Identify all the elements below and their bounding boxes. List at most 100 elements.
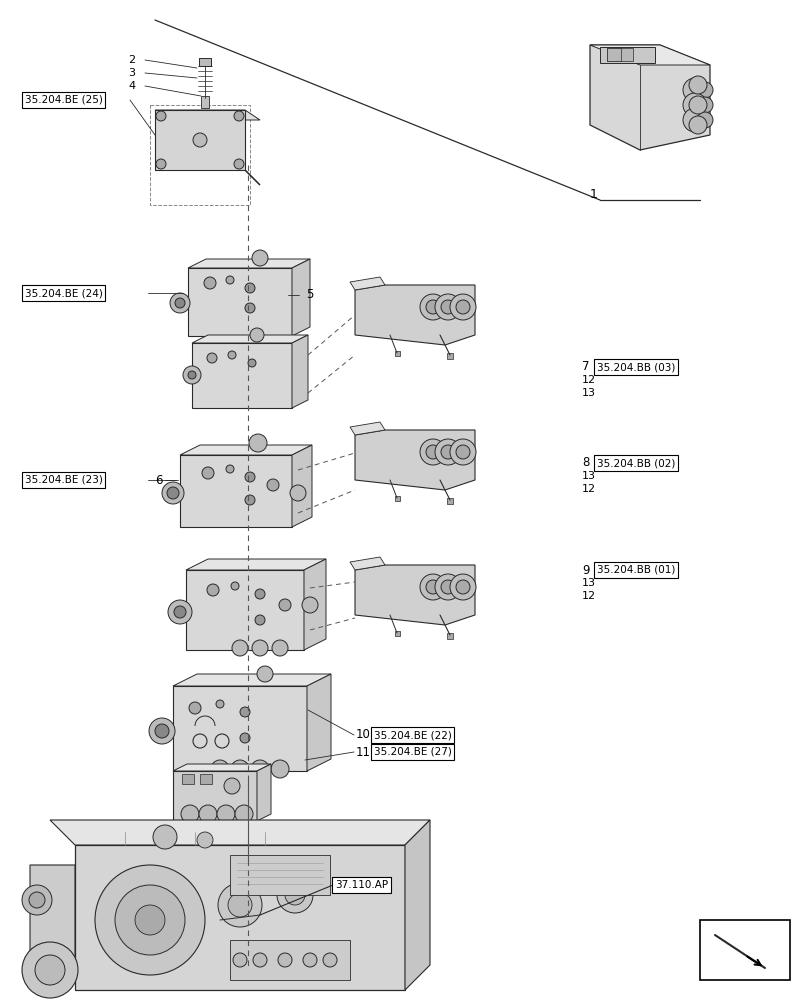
Circle shape: [682, 108, 706, 132]
Circle shape: [419, 439, 445, 465]
Polygon shape: [307, 674, 331, 771]
Circle shape: [169, 293, 190, 313]
Circle shape: [456, 445, 470, 459]
Text: 12: 12: [581, 591, 595, 601]
Circle shape: [435, 574, 461, 600]
Polygon shape: [292, 445, 311, 527]
Bar: [599, 47, 654, 63]
Circle shape: [232, 640, 247, 656]
Polygon shape: [303, 559, 325, 650]
Circle shape: [426, 445, 440, 459]
Circle shape: [682, 78, 706, 102]
Text: 13: 13: [581, 578, 595, 588]
Circle shape: [696, 97, 712, 113]
Circle shape: [193, 133, 207, 147]
Circle shape: [199, 805, 217, 823]
Polygon shape: [191, 335, 307, 343]
Circle shape: [689, 116, 706, 134]
Circle shape: [234, 159, 243, 169]
Circle shape: [175, 298, 185, 308]
Circle shape: [435, 439, 461, 465]
Circle shape: [174, 606, 186, 618]
Polygon shape: [30, 865, 75, 977]
Circle shape: [162, 482, 184, 504]
Circle shape: [440, 300, 454, 314]
Circle shape: [277, 877, 312, 913]
Text: 35.204.BE (22): 35.204.BE (22): [374, 730, 451, 740]
Circle shape: [689, 96, 706, 114]
Circle shape: [419, 294, 445, 320]
Text: 8: 8: [581, 456, 589, 470]
Circle shape: [251, 760, 268, 778]
Circle shape: [449, 294, 475, 320]
Circle shape: [230, 760, 249, 778]
Text: 35.204.BE (25): 35.204.BE (25): [25, 95, 103, 105]
Circle shape: [168, 600, 191, 624]
Text: 12: 12: [581, 484, 595, 494]
Circle shape: [682, 93, 706, 117]
Circle shape: [250, 328, 264, 342]
Polygon shape: [186, 570, 303, 650]
Circle shape: [251, 640, 268, 656]
Text: 35.204.BB (01): 35.204.BB (01): [596, 565, 675, 575]
Bar: [699, 920, 789, 980]
Circle shape: [689, 76, 706, 94]
Circle shape: [249, 434, 267, 452]
Circle shape: [155, 724, 169, 738]
Circle shape: [440, 580, 454, 594]
Polygon shape: [188, 259, 310, 268]
Bar: [394, 631, 400, 636]
Circle shape: [255, 589, 264, 599]
Circle shape: [29, 892, 45, 908]
Circle shape: [245, 283, 255, 293]
Circle shape: [156, 111, 165, 121]
Text: 13: 13: [581, 388, 595, 398]
Bar: [201, 96, 208, 108]
Circle shape: [426, 300, 440, 314]
Circle shape: [240, 707, 250, 717]
Text: 6: 6: [155, 474, 162, 487]
Polygon shape: [155, 170, 260, 185]
Polygon shape: [257, 764, 271, 821]
Circle shape: [302, 597, 318, 613]
Text: 4: 4: [128, 81, 135, 91]
Circle shape: [95, 865, 204, 975]
Circle shape: [696, 112, 712, 128]
Circle shape: [247, 359, 255, 367]
Circle shape: [22, 885, 52, 915]
Polygon shape: [186, 559, 325, 570]
Circle shape: [211, 760, 229, 778]
Circle shape: [204, 277, 216, 289]
Circle shape: [225, 465, 234, 473]
Text: 35.204.BB (02): 35.204.BB (02): [596, 458, 675, 468]
Circle shape: [435, 294, 461, 320]
Polygon shape: [350, 277, 384, 290]
Circle shape: [228, 893, 251, 917]
Circle shape: [115, 885, 185, 955]
Circle shape: [217, 805, 234, 823]
Text: 12: 12: [581, 375, 595, 385]
Circle shape: [696, 82, 712, 98]
Circle shape: [234, 805, 253, 823]
Bar: [394, 351, 400, 356]
Bar: [446, 498, 453, 504]
Text: 1: 1: [590, 188, 597, 202]
Circle shape: [257, 666, 272, 682]
Circle shape: [35, 955, 65, 985]
Circle shape: [181, 805, 199, 823]
Circle shape: [230, 582, 238, 590]
Circle shape: [167, 487, 178, 499]
Polygon shape: [180, 445, 311, 455]
Polygon shape: [173, 771, 257, 821]
Circle shape: [419, 574, 445, 600]
Polygon shape: [191, 343, 292, 408]
Circle shape: [285, 885, 305, 905]
Bar: [150, 105, 250, 205]
Circle shape: [255, 615, 264, 625]
Circle shape: [233, 953, 247, 967]
Polygon shape: [405, 820, 430, 990]
Text: 9: 9: [581, 564, 589, 576]
Polygon shape: [50, 820, 430, 845]
Bar: [230, 940, 350, 980]
Circle shape: [197, 832, 212, 848]
